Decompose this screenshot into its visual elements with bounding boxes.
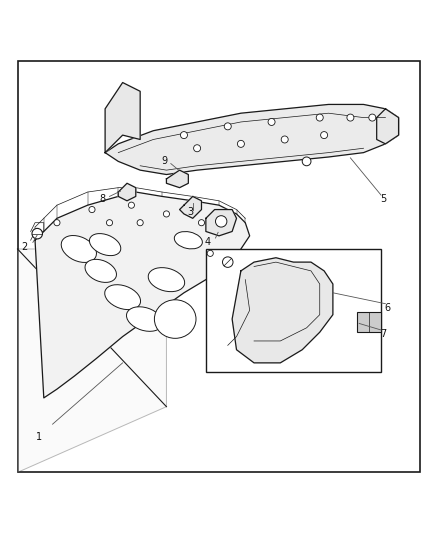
Polygon shape: [118, 183, 136, 201]
Circle shape: [54, 220, 60, 226]
Text: 5: 5: [380, 193, 386, 204]
Circle shape: [32, 229, 42, 239]
Text: 1: 1: [36, 432, 42, 442]
Text: 9: 9: [161, 156, 167, 166]
Ellipse shape: [85, 260, 117, 282]
Circle shape: [224, 123, 231, 130]
Circle shape: [369, 114, 376, 121]
Text: 7: 7: [380, 329, 386, 340]
Circle shape: [137, 220, 143, 226]
Text: 8: 8: [100, 193, 106, 204]
Polygon shape: [232, 258, 333, 363]
Circle shape: [302, 157, 311, 166]
Ellipse shape: [105, 285, 141, 310]
Text: 3: 3: [187, 207, 194, 217]
Circle shape: [198, 220, 205, 226]
Circle shape: [268, 118, 275, 125]
Circle shape: [207, 251, 213, 256]
Polygon shape: [105, 83, 140, 152]
Circle shape: [89, 206, 95, 213]
Polygon shape: [377, 109, 399, 144]
Circle shape: [223, 257, 233, 268]
Polygon shape: [105, 104, 399, 174]
Circle shape: [106, 220, 113, 226]
Circle shape: [237, 140, 244, 147]
Ellipse shape: [148, 268, 185, 292]
Ellipse shape: [127, 307, 162, 332]
Circle shape: [128, 202, 134, 208]
Circle shape: [180, 132, 187, 139]
Text: 4: 4: [205, 237, 211, 247]
Text: 2: 2: [21, 242, 27, 252]
Circle shape: [281, 136, 288, 143]
Circle shape: [194, 145, 201, 152]
Circle shape: [316, 114, 323, 121]
Polygon shape: [35, 192, 250, 398]
Circle shape: [215, 216, 227, 227]
Bar: [357, 312, 381, 332]
Polygon shape: [18, 249, 166, 472]
Circle shape: [347, 114, 354, 121]
Ellipse shape: [174, 231, 202, 249]
Circle shape: [321, 132, 328, 139]
Ellipse shape: [61, 236, 96, 262]
Ellipse shape: [154, 300, 196, 338]
Text: 6: 6: [385, 303, 391, 313]
Bar: [206, 249, 381, 372]
Circle shape: [163, 211, 170, 217]
Ellipse shape: [89, 233, 121, 256]
Polygon shape: [180, 197, 201, 219]
Polygon shape: [206, 209, 237, 236]
Polygon shape: [166, 170, 188, 188]
